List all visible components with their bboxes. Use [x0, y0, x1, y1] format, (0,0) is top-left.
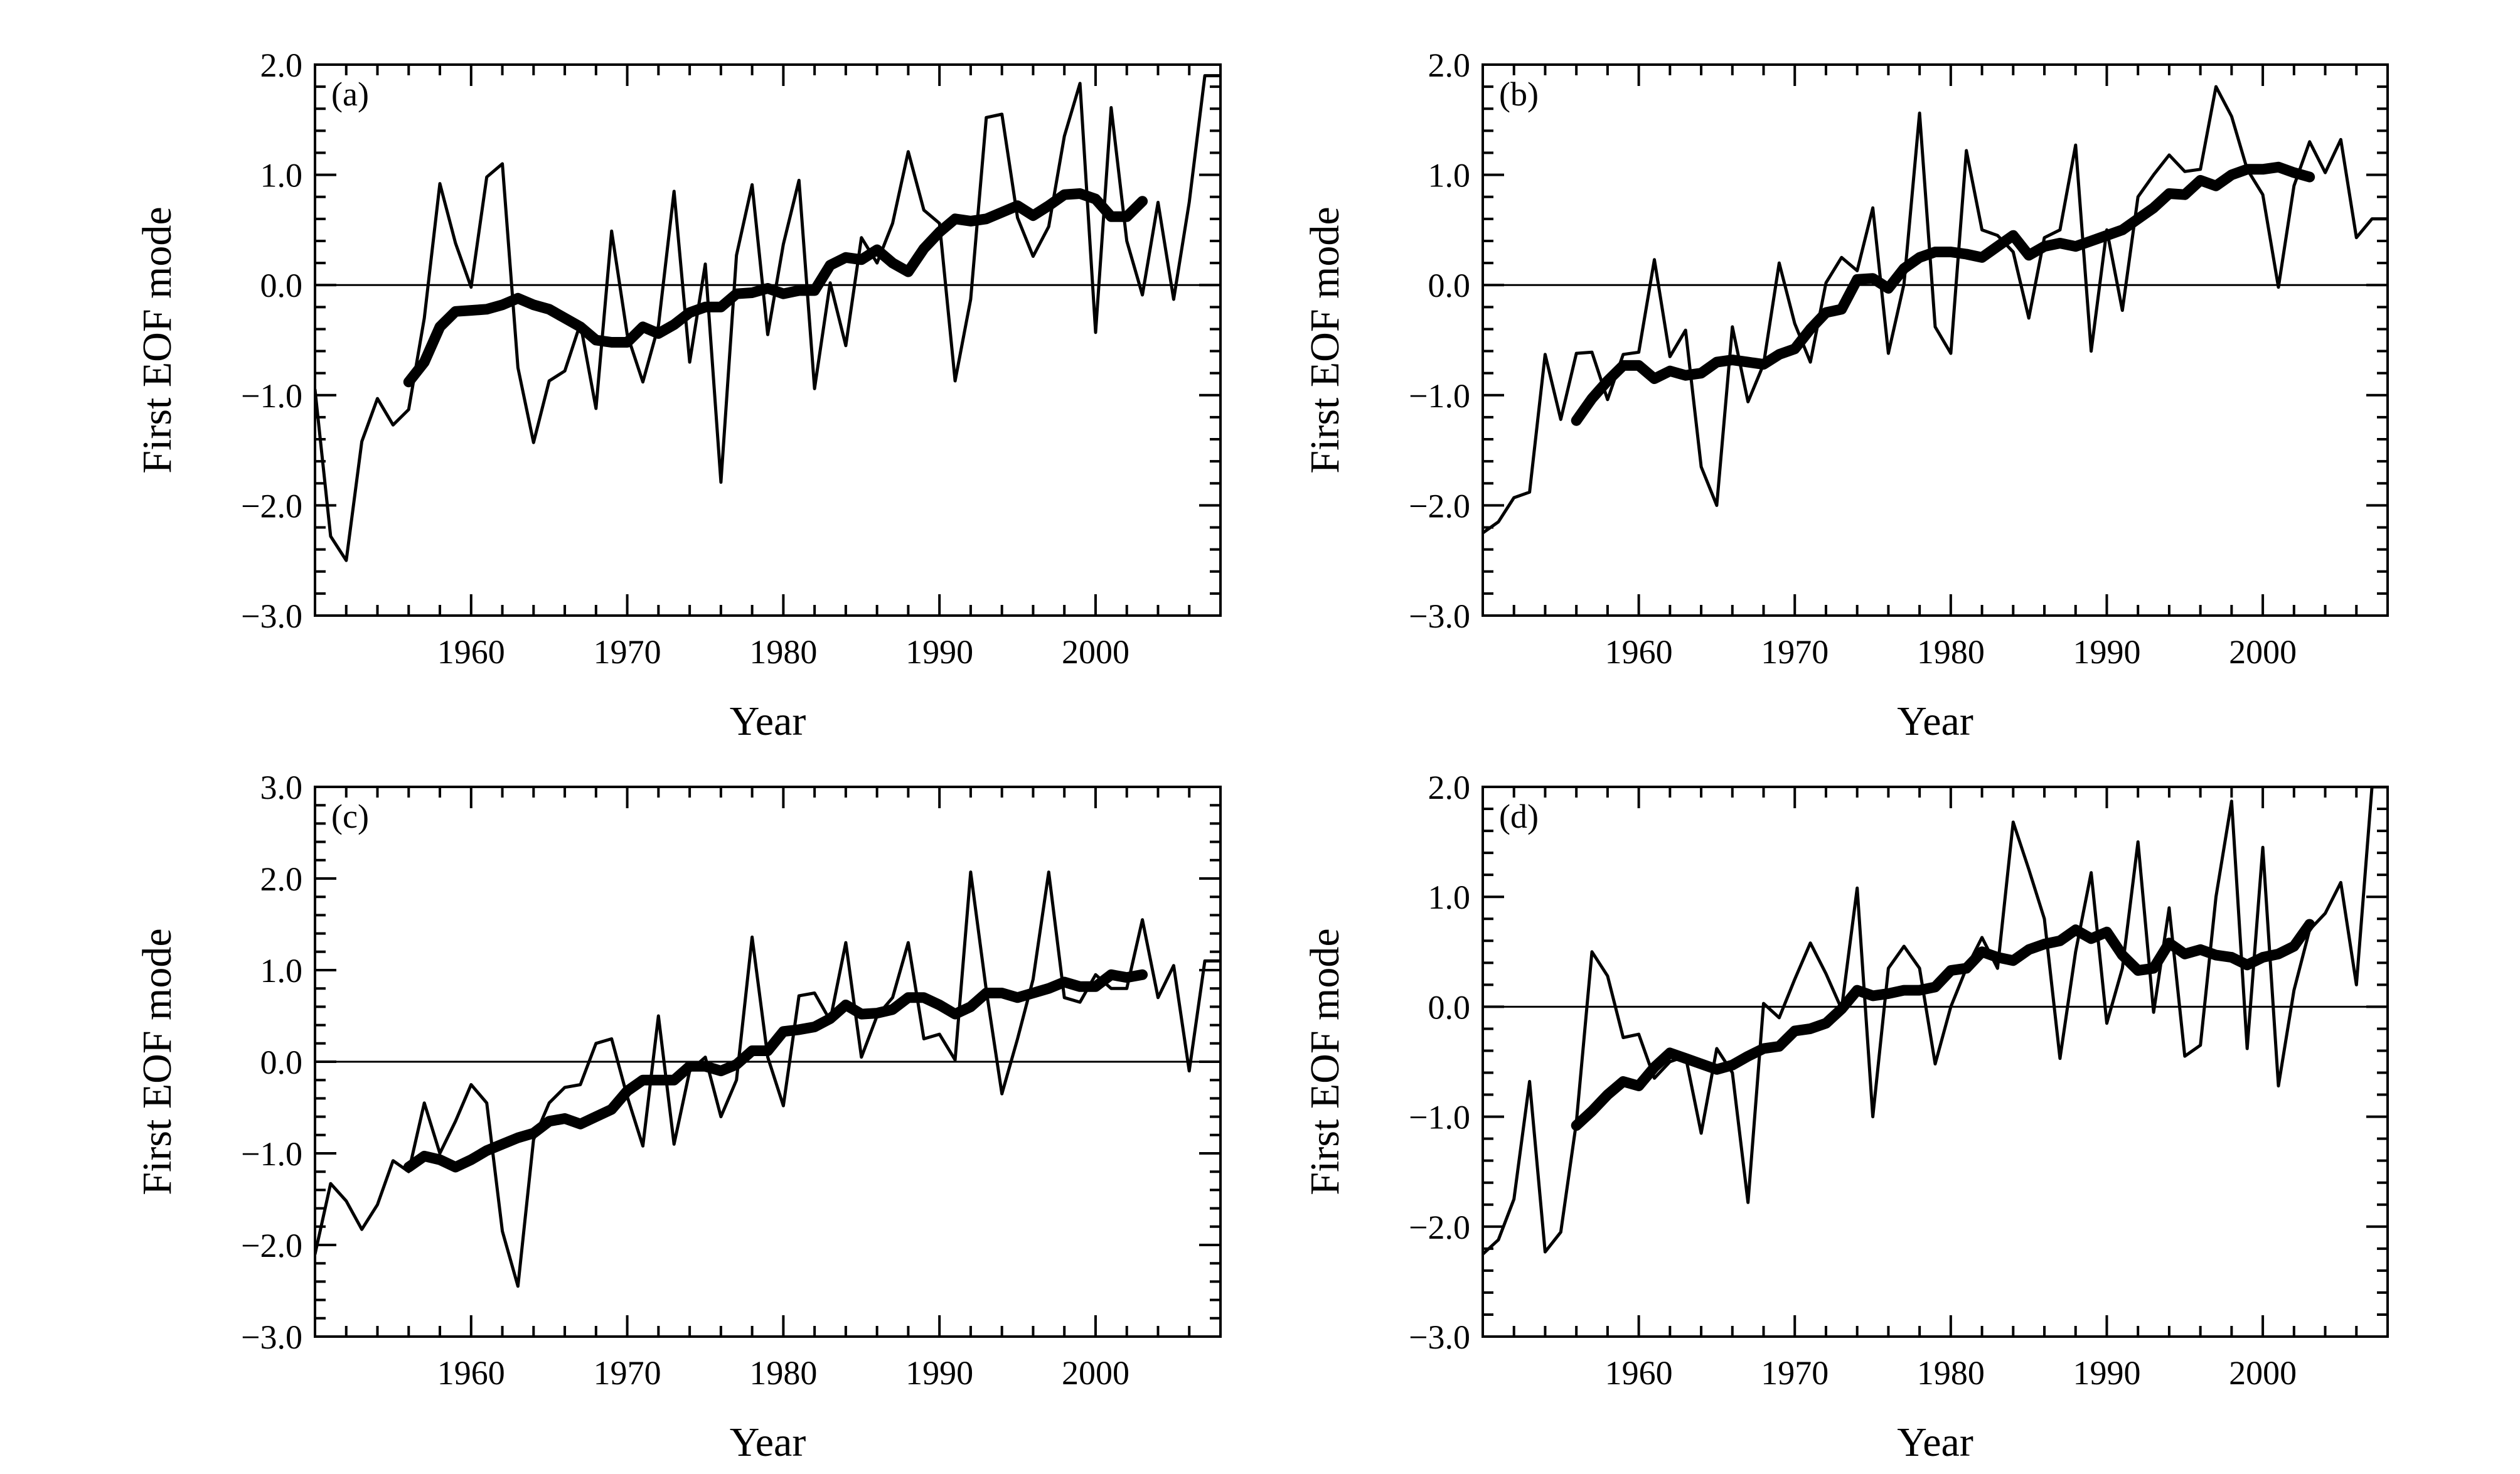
smoothed-series-line — [1571, 161, 2315, 426]
x-tick-label: 1980 — [749, 633, 817, 671]
x-tick-label: 1970 — [1761, 1354, 1829, 1392]
y-tick-label: 0.0 — [1428, 988, 1471, 1026]
x-tick-label: 1990 — [905, 1354, 973, 1392]
y-tick-label: −3.0 — [1409, 597, 1470, 635]
y-tick-label: −1.0 — [241, 1135, 302, 1173]
x-tick-label: 2000 — [2229, 1354, 2297, 1392]
plot-frame — [314, 63, 1222, 617]
x-tick-label: 1980 — [1917, 633, 1985, 671]
y-axis-title: First EOF mode — [134, 928, 180, 1195]
x-tick-label: 1990 — [2073, 1354, 2140, 1392]
y-tick-label: 2.0 — [260, 46, 303, 84]
y-tick-label: 1.0 — [260, 952, 303, 990]
y-tick-label: 1.0 — [260, 157, 303, 195]
y-tick-label: 0.0 — [260, 1044, 303, 1081]
annual-series-line — [315, 870, 1220, 1288]
x-axis-title: Year — [1897, 698, 1973, 744]
y-tick-label: −1.0 — [1409, 377, 1470, 415]
x-tick-label: 1960 — [437, 1354, 505, 1392]
x-tick-label: 1990 — [2073, 633, 2140, 671]
y-tick-label: 0.0 — [260, 267, 303, 304]
y-tick-label: −3.0 — [1409, 1318, 1470, 1356]
panel-a: 1960 1970 1980 1990 2000 2.0 1.0 0.0 −1.0 −2.0 −3.… — [134, 46, 1222, 744]
x-tick-label: 1960 — [1605, 633, 1673, 671]
y-tick-label: 0.0 — [1428, 267, 1471, 304]
annual-series-line — [1483, 787, 2388, 1256]
x-tick-label: 2000 — [1062, 1354, 1129, 1392]
panel-label: (a) — [331, 75, 369, 113]
x-axis-title: Year — [1897, 1419, 1973, 1465]
x-tick-label: 2000 — [1062, 633, 1129, 671]
panel-b: 1960 1970 1980 1990 2000 2.0 1.0 0.0 −1.0 −2.0 −3.… — [1302, 46, 2389, 744]
y-tick-label: 1.0 — [1428, 157, 1471, 195]
y-tick-label: 2.0 — [1428, 46, 1471, 84]
x-tick-label: 2000 — [2229, 633, 2297, 671]
y-axis-title: First EOF mode — [1302, 928, 1348, 1195]
y-axis-title: First EOF mode — [134, 206, 180, 473]
panel-c: 1960 1970 1980 1990 2000 3.0 2.0 1.0 0.0 −1.0 −2.0… — [134, 769, 1222, 1465]
y-tick-label: −3.0 — [241, 597, 302, 635]
panel-label: (b) — [1499, 75, 1539, 113]
y-tick-label: −3.0 — [241, 1318, 302, 1356]
x-tick-label: 1970 — [1761, 633, 1829, 671]
x-tick-label: 1970 — [594, 1354, 661, 1392]
smoothed-series-line — [403, 969, 1148, 1173]
smoothed-series-line — [1571, 919, 2315, 1131]
panel-d: 1960 1970 1980 1990 2000 2.0 1.0 0.0 −1.0 −2.0 −3.… — [1302, 769, 2389, 1465]
y-tick-label: −2.0 — [241, 1227, 302, 1264]
y-tick-label: −1.0 — [1409, 1099, 1470, 1136]
x-tick-label: 1970 — [594, 633, 661, 671]
panel-label: (c) — [331, 798, 369, 835]
y-tick-label: 2.0 — [1428, 769, 1471, 806]
x-tick-label: 1960 — [437, 633, 505, 671]
x-tick-label: 1980 — [749, 1354, 817, 1392]
y-tick-label: 2.0 — [260, 860, 303, 898]
y-tick-label: −2.0 — [1409, 487, 1470, 525]
y-tick-label: 3.0 — [260, 769, 303, 806]
annual-series-line — [315, 74, 1220, 562]
y-axis-title: First EOF mode — [1302, 206, 1348, 473]
y-tick-label: −2.0 — [241, 487, 302, 525]
y-tick-label: −1.0 — [241, 377, 302, 415]
x-axis-title: Year — [730, 1419, 806, 1465]
x-axis-title: Year — [730, 698, 806, 744]
y-tick-label: 1.0 — [1428, 879, 1471, 916]
x-tick-label: 1960 — [1605, 1354, 1673, 1392]
x-tick-label: 1990 — [905, 633, 973, 671]
annual-series-line — [1483, 85, 2388, 535]
plot-frame — [1482, 63, 2389, 617]
panel-label: (d) — [1499, 798, 1539, 835]
x-tick-label: 1980 — [1917, 1354, 1985, 1392]
smoothed-series-line — [403, 188, 1148, 388]
plot-frame — [1482, 786, 2389, 1338]
y-tick-label: −2.0 — [1409, 1209, 1470, 1246]
